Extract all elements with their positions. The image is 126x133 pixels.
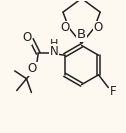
Text: O: O (22, 31, 31, 44)
Text: H: H (50, 40, 58, 49)
Text: F: F (110, 85, 117, 98)
Text: O: O (28, 63, 37, 75)
Text: B: B (77, 28, 86, 41)
Text: O: O (94, 21, 103, 34)
Text: N: N (50, 45, 58, 58)
Text: O: O (60, 21, 70, 34)
